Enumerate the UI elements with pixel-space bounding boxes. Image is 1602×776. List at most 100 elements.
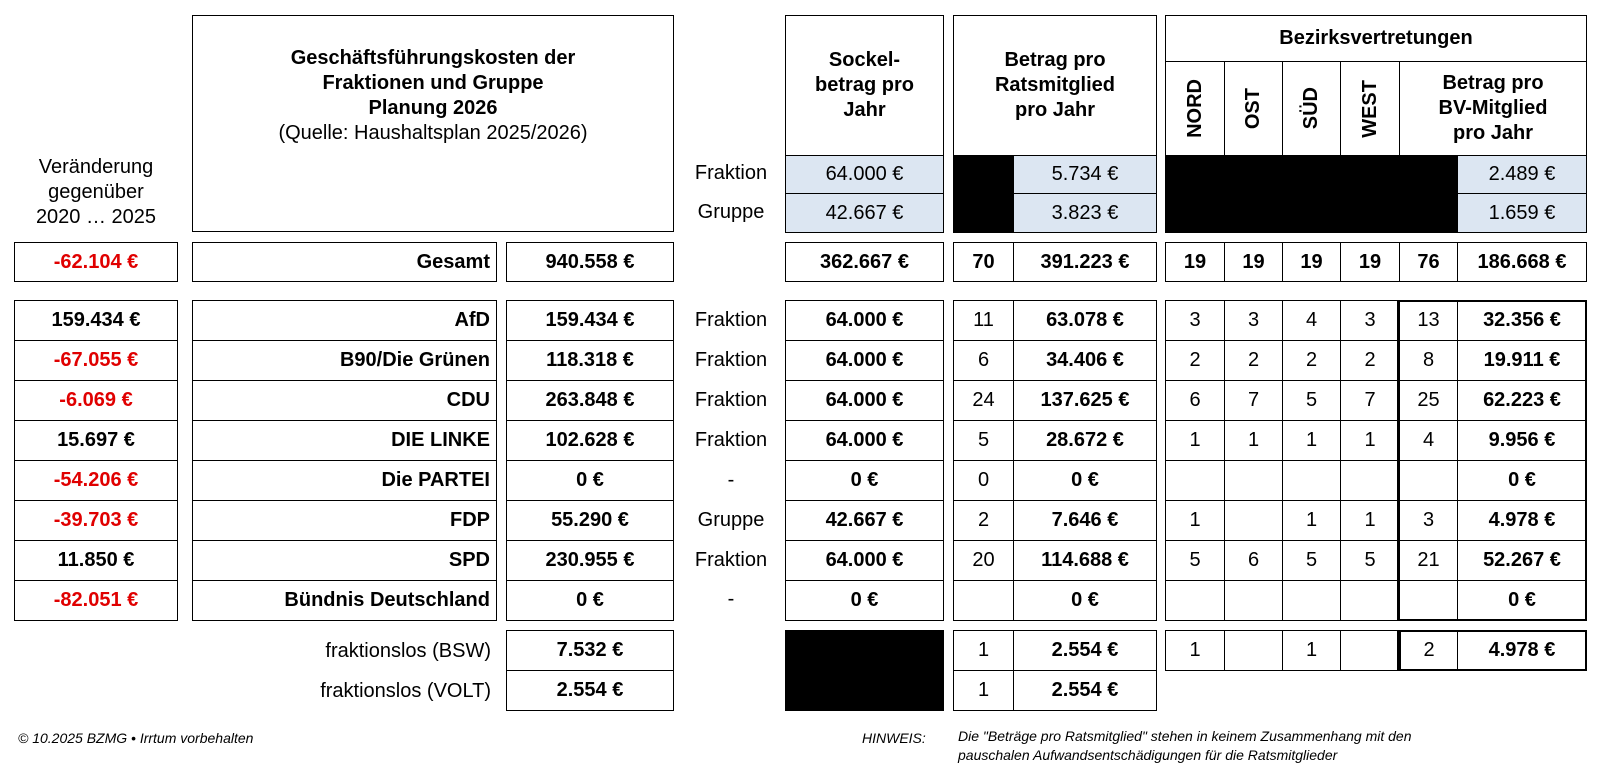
rate-bv-box: 2.489 € 1.659 € <box>1165 155 1587 233</box>
row-sued: 1 <box>1282 421 1340 461</box>
row-bv-count: 4 <box>1399 421 1457 461</box>
rate-sockel-gruppe: 42.667 € <box>786 194 943 232</box>
sum-column: 159.434 €118.318 €263.848 €102.628 €0 €5… <box>506 300 674 621</box>
fraktionslos-bsw-west <box>1340 631 1399 670</box>
fraktionslos-sum-box: 7.532 € 2.554 € <box>506 630 674 711</box>
change-header: Veränderung gegenüber 2020 … 2025 <box>14 152 178 232</box>
row-sum: 0 € <box>576 589 604 611</box>
row-ost: 1 <box>1224 421 1282 461</box>
row-change: -67.055 € <box>15 341 177 381</box>
row-sued <box>1282 461 1340 501</box>
total-label: Gesamt <box>192 242 497 282</box>
row-type: - <box>727 468 735 491</box>
row-sockel: 64.000 € <box>786 381 943 421</box>
fraktionslos-volt-label: fraktionslos (VOLT) <box>320 680 491 702</box>
row-bv-amount: 52.267 € <box>1457 541 1586 581</box>
change-header-line3: 2020 … 2025 <box>35 205 157 228</box>
row-rat-count: 6 <box>954 341 1013 381</box>
header-betrag-rat: Betrag pro Ratsmitglied pro Jahr <box>953 15 1157 156</box>
row-rat-count: 24 <box>954 381 1013 421</box>
row-change: 15.697 € <box>15 421 177 461</box>
row-bv-count: 13 <box>1399 301 1457 341</box>
row-rat-count: 11 <box>954 301 1013 341</box>
row-sued: 5 <box>1282 541 1340 581</box>
fraktionslos-bsw-label: fraktionslos (BSW) <box>325 640 491 662</box>
rate-sockel-box: 64.000 € 42.667 € <box>785 155 944 233</box>
header-west: WEST <box>1358 79 1381 138</box>
row-party: CDU <box>193 381 496 421</box>
header-nord: NORD <box>1183 79 1206 138</box>
row-sum: 230.955 € <box>507 541 673 581</box>
header-sued: SÜD <box>1300 87 1322 130</box>
header-bezirk-title: Bezirksvertretungen <box>1166 16 1586 62</box>
fraktionslos-bsw-ost <box>1224 631 1282 670</box>
row-change: 11.850 € <box>15 541 177 581</box>
row-party: Die PARTEI <box>193 461 496 501</box>
row-rat-amount: 63.078 € <box>1013 301 1156 341</box>
row-change: -6.069 € <box>15 381 177 421</box>
row-sockel: 64.000 € <box>786 421 943 461</box>
row-bv-amount: 0 € <box>1457 461 1586 501</box>
change-header-line1: Veränderung <box>38 155 154 178</box>
row-sum: 55.290 € <box>507 501 673 541</box>
row-bv-count: 21 <box>1399 541 1457 581</box>
row-sum: 0 € <box>507 461 673 501</box>
header-bezirk: Bezirksvertretungen NORD OST SÜD WEST Be… <box>1165 15 1587 156</box>
header-sockel: Sockel- betrag pro Jahr <box>785 15 944 156</box>
total-ost: 19 <box>1224 243 1282 281</box>
total-west: 19 <box>1340 243 1399 281</box>
row-sockel: 64.000 € <box>786 301 943 341</box>
total-bv-count: 76 <box>1399 243 1457 281</box>
change-column: 159.434 € -67.055 € -6.069 €15.697 € -54.20… <box>14 300 178 621</box>
total-sum: 940.558 € <box>506 242 674 282</box>
fraktionslos-bsw-nord: 1 <box>1189 639 1201 661</box>
row-sockel: 0 € <box>850 589 879 611</box>
row-party: Bündnis Deutschland <box>284 589 490 611</box>
fraktionslos-bsw-rat-count: 1 <box>954 631 1013 671</box>
row-west <box>1340 581 1399 620</box>
row-ost: 7 <box>1224 381 1282 421</box>
row-nord: 1 <box>1166 501 1224 541</box>
row-rat-count: 5 <box>954 421 1013 461</box>
row-ost: 3 <box>1224 301 1282 341</box>
fraktionslos-rat-box: 1 2.554 € 1 2.554 € <box>953 630 1157 711</box>
total-rat-count: 70 <box>972 250 995 273</box>
footer-hinweis-line2: pauschalen Aufwandsentschädigungen für d… <box>958 747 1338 763</box>
rat-columns: 11 63.078 €6 34.406 €24 137.625 €5 28.672 €0… <box>953 300 1157 621</box>
row-type: Fraktion <box>694 428 768 451</box>
redacted-fraktionslos-sockel <box>785 630 944 711</box>
row-type: Fraktion <box>694 548 768 571</box>
row-bv-amount: 0 € <box>1457 581 1586 620</box>
sockel-column: 64.000 €64.000 €64.000 €64.000 €0 €42.66… <box>785 300 944 621</box>
title-line3: Planung 2026 <box>368 97 498 119</box>
row-bv-count <box>1399 461 1457 501</box>
row-bv-count <box>1399 581 1457 620</box>
row-nord: 6 <box>1166 381 1224 421</box>
row-party: DIE LINKE <box>193 421 496 461</box>
row-bv-amount: 19.911 € <box>1457 341 1586 381</box>
rate-bv-gruppe: 1.659 € <box>1457 194 1586 232</box>
row-bv-count: 3 <box>1399 501 1457 541</box>
row-nord <box>1166 581 1224 620</box>
row-ost: 6 <box>1224 541 1282 581</box>
fraktionslos-bsw-sued: 1 <box>1282 631 1340 670</box>
row-ost: 2 <box>1224 341 1282 381</box>
title-source: (Quelle: Haushaltsplan 2025/2026) <box>278 122 588 144</box>
type-column: Fraktion Fraktion Fraktion Fraktion - Gruppe F… <box>682 300 780 621</box>
row-rat-amount: 137.625 € <box>1013 381 1156 421</box>
row-nord <box>1166 461 1224 501</box>
footer-hinweis-label: HINWEIS: <box>862 730 926 746</box>
total-bv-box: 19 19 19 19 76 186.668 € <box>1165 242 1587 282</box>
total-bv-amount: 186.668 € <box>1457 243 1586 281</box>
row-bv-amount: 62.223 € <box>1457 381 1586 421</box>
footer-hinweis-line1: Die "Beträge pro Ratsmitglied" stehen in… <box>958 728 1412 744</box>
redacted-bv <box>1166 156 1457 232</box>
row-ost <box>1224 581 1282 620</box>
rate-type-gruppe: Gruppe <box>697 201 765 223</box>
fraktionslos-volt-sum: 2.554 € <box>556 679 624 701</box>
row-sockel: 0 € <box>786 461 943 501</box>
title-box: Geschäftsführungskosten der Fraktionen u… <box>192 15 674 232</box>
row-sum: 159.434 € <box>507 301 673 341</box>
row-bv-count: 25 <box>1399 381 1457 421</box>
row-west: 2 <box>1340 341 1399 381</box>
